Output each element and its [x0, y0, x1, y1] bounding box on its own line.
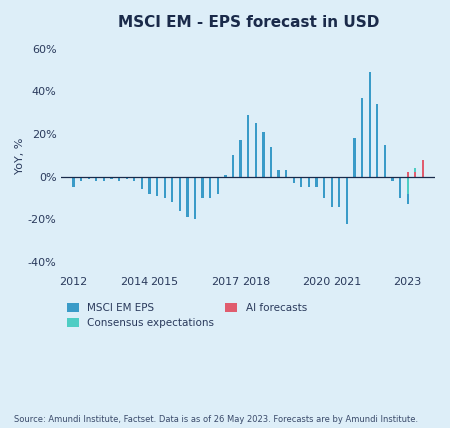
Y-axis label: YoY, %: YoY, %: [15, 137, 25, 173]
Bar: [300, 177, 302, 187]
Bar: [315, 177, 318, 187]
Bar: [270, 147, 272, 177]
Bar: [224, 175, 226, 177]
Bar: [406, 177, 409, 205]
Bar: [171, 177, 173, 202]
Bar: [72, 177, 75, 187]
Bar: [179, 177, 181, 211]
Bar: [118, 177, 120, 181]
Bar: [278, 170, 280, 177]
Bar: [163, 177, 166, 198]
Bar: [353, 138, 356, 177]
Bar: [384, 145, 386, 177]
Bar: [126, 177, 128, 179]
Bar: [414, 172, 416, 177]
Bar: [110, 177, 112, 179]
Bar: [338, 177, 341, 207]
Bar: [308, 177, 310, 187]
Text: Source: Amundi Institute, Factset. Data is as of 26 May 2023. Forecasts are by A: Source: Amundi Institute, Factset. Data …: [14, 415, 418, 424]
Bar: [285, 170, 287, 177]
Bar: [247, 115, 249, 177]
Bar: [331, 177, 333, 207]
Bar: [141, 177, 143, 190]
Bar: [202, 177, 204, 198]
Title: MSCI EM - EPS forecast in USD: MSCI EM - EPS forecast in USD: [117, 15, 379, 30]
Bar: [156, 177, 158, 196]
Bar: [399, 177, 401, 198]
Bar: [103, 177, 105, 181]
Bar: [88, 177, 90, 179]
Bar: [361, 98, 363, 177]
Bar: [376, 104, 378, 177]
Bar: [262, 132, 265, 177]
Bar: [186, 177, 189, 217]
Legend: MSCI EM EPS, Consensus expectations, AI forecasts: MSCI EM EPS, Consensus expectations, AI …: [67, 303, 307, 328]
Bar: [292, 177, 295, 183]
Bar: [369, 72, 371, 177]
Bar: [194, 177, 196, 219]
Bar: [239, 140, 242, 177]
Bar: [323, 177, 325, 198]
Bar: [346, 177, 348, 223]
Bar: [80, 177, 82, 181]
Bar: [95, 177, 98, 181]
Bar: [232, 155, 234, 177]
Bar: [148, 177, 151, 194]
Bar: [414, 168, 416, 177]
Bar: [422, 160, 424, 177]
Bar: [217, 177, 219, 194]
Bar: [209, 177, 211, 198]
Bar: [406, 177, 409, 194]
Bar: [255, 123, 257, 177]
Bar: [392, 177, 394, 181]
Bar: [133, 177, 135, 181]
Bar: [406, 172, 409, 177]
